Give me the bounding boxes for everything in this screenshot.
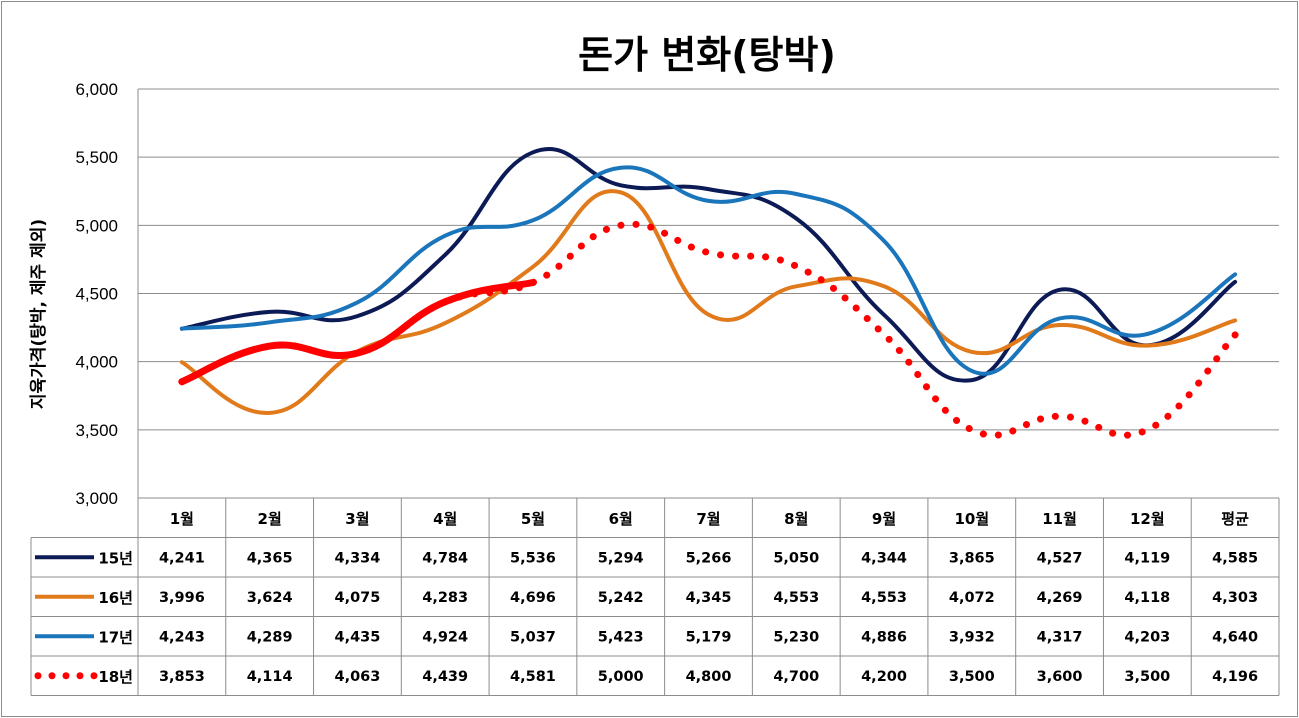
data-cell: 4,289 xyxy=(247,629,293,645)
data-cell: 5,050 xyxy=(773,550,819,566)
data-cell: 5,266 xyxy=(686,550,732,566)
data-cell: 4,886 xyxy=(861,629,907,645)
data-cell: 5,423 xyxy=(598,629,644,645)
data-cell: 4,072 xyxy=(949,590,995,606)
category-label: 7월 xyxy=(696,510,720,528)
data-cell: 4,344 xyxy=(861,550,907,566)
data-cell: 4,345 xyxy=(686,590,732,606)
data-cell: 4,118 xyxy=(1124,590,1170,606)
data-cell: 4,243 xyxy=(159,629,205,645)
y-tick-label: 4,500 xyxy=(75,285,118,304)
data-cell: 3,624 xyxy=(247,590,293,606)
y-tick-label: 5,500 xyxy=(75,148,118,167)
data-cell: 4,924 xyxy=(422,629,468,645)
category-label: 평균 xyxy=(1221,510,1249,528)
data-cell: 4,075 xyxy=(334,590,380,606)
data-cell: 5,536 xyxy=(510,550,556,566)
legend-key-18년 xyxy=(48,672,56,680)
data-cell: 4,527 xyxy=(1037,550,1083,566)
series-line-17년 xyxy=(179,165,1238,376)
y-tick-label: 3,500 xyxy=(75,421,118,440)
data-cell: 3,500 xyxy=(1124,669,1170,685)
data-cell: 4,553 xyxy=(861,590,907,606)
data-table: 1월 2월 3월 4월 5월 6월 7월 8월 9월 10월 11월 12월 평균 15년 4,241 4,3… xyxy=(30,497,1280,696)
data-cell: 4,640 xyxy=(1212,629,1258,645)
series-line-solid-18년 xyxy=(178,279,537,386)
y-axis-ticks: 3,000 3,500 4,000 4,500 5,000 5,500 6,000 xyxy=(75,80,118,508)
data-cell: 4,119 xyxy=(1124,550,1170,566)
data-cell: 4,241 xyxy=(159,550,205,566)
gridlines xyxy=(137,88,1279,499)
data-cell: 4,365 xyxy=(247,550,293,566)
legend-key-18년 xyxy=(34,672,42,680)
data-cell: 4,435 xyxy=(334,629,380,645)
legend-label-17년: 17년 xyxy=(98,628,133,646)
data-cell: 3,500 xyxy=(949,669,995,685)
data-cell: 5,000 xyxy=(598,669,644,685)
data-cell: 4,700 xyxy=(773,669,819,685)
legend-label-18년: 18년 xyxy=(98,668,133,686)
data-cell: 5,179 xyxy=(686,629,732,645)
chart-title: 돈가 변화(탕박) xyxy=(578,33,836,77)
category-label: 8월 xyxy=(784,510,808,528)
y-tick-label: 4,000 xyxy=(75,353,118,372)
legend-key-18년 xyxy=(62,672,70,680)
data-cell: 4,269 xyxy=(1037,590,1083,606)
category-label: 10월 xyxy=(954,510,989,528)
data-cell: 4,200 xyxy=(861,669,907,685)
data-cell: 5,230 xyxy=(773,629,819,645)
data-cell: 5,037 xyxy=(510,629,556,645)
data-cell: 5,294 xyxy=(598,550,644,566)
series-line-18년 xyxy=(178,220,1239,439)
data-cell: 4,196 xyxy=(1212,669,1258,685)
data-cell: 3,600 xyxy=(1037,669,1083,685)
y-axis-label: 지육가격(탕박, 제주 제외) xyxy=(29,219,49,409)
series-lines xyxy=(178,146,1239,439)
category-label: 6월 xyxy=(609,510,633,528)
category-label: 9월 xyxy=(872,510,896,528)
y-tick-label: 5,000 xyxy=(75,216,118,235)
data-cell: 4,585 xyxy=(1212,550,1258,566)
data-cell: 4,696 xyxy=(510,590,556,606)
series-line-16년 xyxy=(179,189,1238,415)
data-cell: 3,865 xyxy=(949,550,995,566)
data-cell: 5,242 xyxy=(598,590,644,606)
legend-key-18년 xyxy=(90,672,98,680)
y-tick-label: 6,000 xyxy=(75,80,118,99)
category-label: 11월 xyxy=(1042,510,1077,528)
data-cell: 3,932 xyxy=(949,629,995,645)
category-label: 3월 xyxy=(345,510,369,528)
data-cell: 4,784 xyxy=(422,550,468,566)
legend-label-15년: 15년 xyxy=(98,549,133,567)
data-cell: 4,317 xyxy=(1037,629,1083,645)
legend-key-18년 xyxy=(76,672,84,680)
category-label: 2월 xyxy=(258,510,282,528)
data-cell: 4,334 xyxy=(334,550,380,566)
category-label: 12월 xyxy=(1130,510,1165,528)
data-cell: 4,800 xyxy=(686,669,732,685)
data-cell: 3,853 xyxy=(159,669,205,685)
category-label: 5월 xyxy=(521,510,545,528)
y-tick-label: 3,000 xyxy=(75,489,118,508)
data-cell: 4,439 xyxy=(422,669,468,685)
series-line-15년 xyxy=(179,146,1238,383)
data-cell: 4,303 xyxy=(1212,590,1258,606)
data-cell: 4,114 xyxy=(247,669,293,685)
data-cell: 4,283 xyxy=(422,590,468,606)
legend-label-16년: 16년 xyxy=(98,589,133,607)
category-label: 1월 xyxy=(170,510,194,528)
data-cell: 4,553 xyxy=(773,590,819,606)
data-cell: 4,063 xyxy=(334,669,380,685)
category-label: 4월 xyxy=(433,510,457,528)
data-cell: 4,581 xyxy=(510,669,556,685)
data-cell: 4,203 xyxy=(1124,629,1170,645)
data-cell: 3,996 xyxy=(159,590,205,606)
